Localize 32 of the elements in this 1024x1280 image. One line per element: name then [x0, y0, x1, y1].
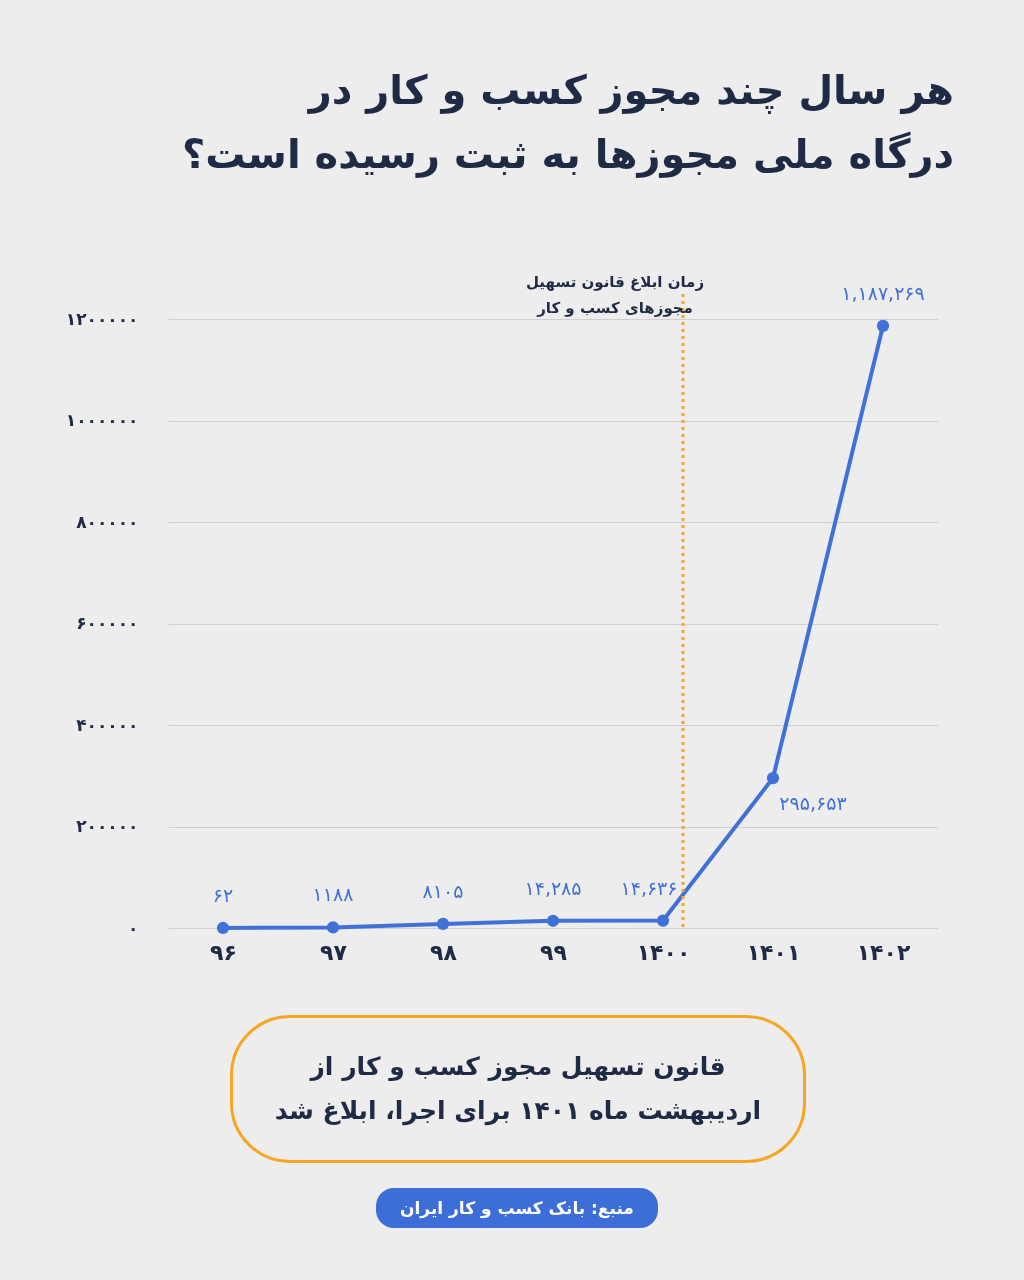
- text: منبع: بانک کسب و کار ایران: [376, 1188, 658, 1228]
- point: [546, 914, 560, 927]
- y-tick-label: ۲۰۰۰۰۰: [76, 816, 139, 837]
- data-label: ۱۴,۶۳۶: [620, 876, 678, 899]
- data-label: ۸۱۰۵: [422, 879, 464, 902]
- x-tick-label: ۹۶: [210, 939, 237, 965]
- chart-title: هر سال چند مجوز کسب و کار در درگاه ملی مجوزها به ثبت رسیده است؟: [182, 66, 954, 180]
- point: [656, 914, 670, 927]
- text: قانون تسهیل مجوز کسب و کار از اردیبهشت ماه ۱۴۰۱ برای اجرا، ابلاغ شد: [230, 1015, 806, 1163]
- data-label: ۲۹۵,۶۵۳: [779, 792, 847, 815]
- point: [876, 319, 890, 332]
- point: [326, 921, 340, 934]
- point: [766, 771, 780, 785]
- data-label: ۱۱۸۸: [312, 883, 354, 906]
- data-label: ۱,۱۸۷,۲۶۹: [841, 281, 925, 304]
- y-tick-label: ۰: [128, 917, 139, 938]
- point: [436, 917, 450, 930]
- x-tick-label: ۹۷: [320, 939, 348, 965]
- x-tick-label: ۱۴۰۰: [636, 939, 691, 965]
- point: [216, 921, 230, 935]
- data-label: ۱۴,۲۸۵: [524, 876, 582, 899]
- x-tick-label: ۱۴۰۲: [856, 939, 911, 965]
- y-tick-label: ۱۰۰۰۰۰۰: [65, 410, 139, 431]
- y-tick-label: ۱۲۰۰۰۰۰: [65, 308, 139, 329]
- x-tick-label: ۹۸: [430, 939, 458, 965]
- x-tick-label: ۱۴۰۱: [746, 939, 801, 965]
- y-tick-label: ۶۰۰۰۰۰: [76, 613, 139, 634]
- y-tick-label: ۴۰۰۰۰۰: [76, 714, 139, 735]
- x-tick-label: ۹۹: [540, 939, 567, 965]
- ref-line-label: زمان ابلاغ قانون تسهیل مجوزهای کسب و کار: [525, 273, 705, 317]
- y-tick-label: ۸۰۰۰۰۰: [76, 511, 139, 532]
- data-label: ۶۲: [212, 883, 234, 906]
